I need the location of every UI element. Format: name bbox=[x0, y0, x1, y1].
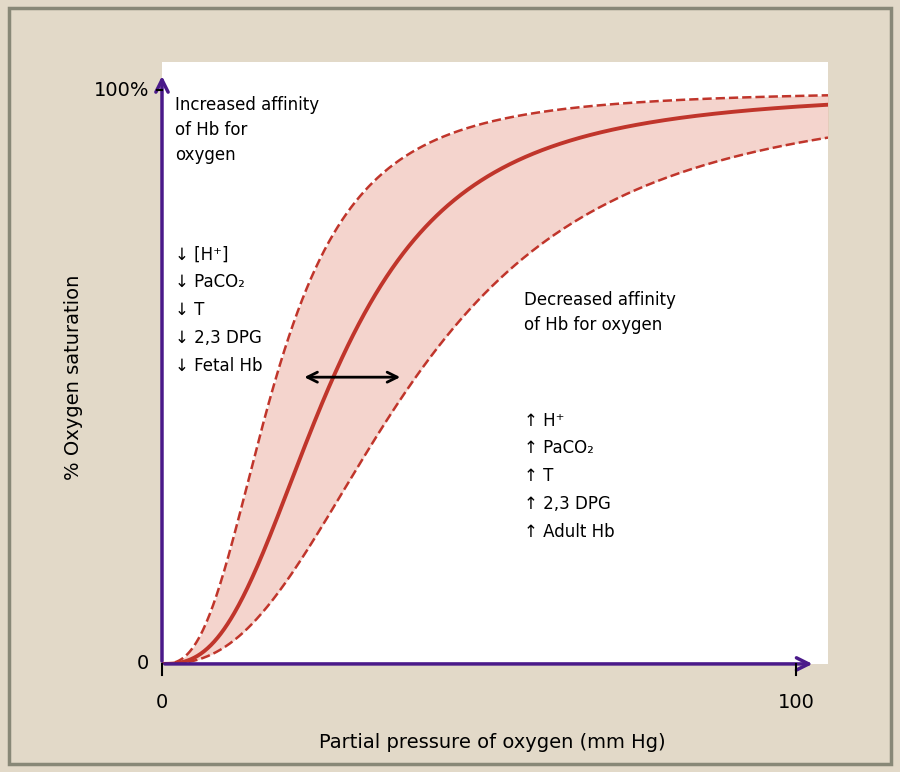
Text: 100%: 100% bbox=[94, 81, 149, 100]
Text: % Oxygen saturation: % Oxygen saturation bbox=[64, 275, 83, 480]
Text: 0: 0 bbox=[137, 655, 149, 673]
Text: Increased affinity
of Hb for
oxygen: Increased affinity of Hb for oxygen bbox=[175, 96, 319, 164]
Text: Decreased affinity
of Hb for oxygen: Decreased affinity of Hb for oxygen bbox=[524, 291, 675, 334]
Text: ↑ H⁺
↑ PaCO₂
↑ T
↑ 2,3 DPG
↑ Adult Hb: ↑ H⁺ ↑ PaCO₂ ↑ T ↑ 2,3 DPG ↑ Adult Hb bbox=[524, 411, 614, 541]
Text: 0: 0 bbox=[156, 692, 168, 712]
Text: ↓ [H⁺]
↓ PaCO₂
↓ T
↓ 2,3 DPG
↓ Fetal Hb: ↓ [H⁺] ↓ PaCO₂ ↓ T ↓ 2,3 DPG ↓ Fetal Hb bbox=[175, 245, 262, 374]
Text: Partial pressure of oxygen (mm Hg): Partial pressure of oxygen (mm Hg) bbox=[319, 733, 665, 752]
Text: 100: 100 bbox=[778, 692, 814, 712]
